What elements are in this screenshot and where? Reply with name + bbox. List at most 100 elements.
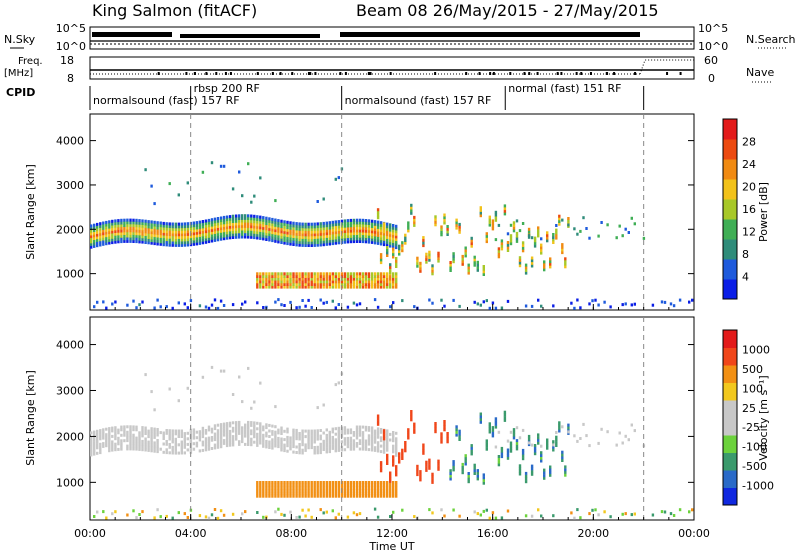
range-gate-cell [283,489,286,493]
range-gate-cell [386,254,389,257]
range-gate-cell [343,489,347,493]
range-gate-cell [395,451,398,454]
range-gate-cell [367,448,371,452]
range-gate-cell [404,233,407,237]
range-gate-cell [331,435,334,439]
range-gate-cell [392,494,395,498]
range-gate-cell [165,305,168,309]
range-gate-cell [373,233,377,237]
range-gate-cell [277,507,280,511]
range-gate-cell [274,441,277,445]
range-gate-cell [527,437,531,441]
range-gate-cell [386,238,389,242]
range-gate-cell [286,226,289,230]
range-gate-cell [171,225,174,229]
range-gate-cell [564,465,567,469]
range-gate-cell [183,225,186,229]
range-gate-cell [395,257,398,260]
range-gate-cell [546,441,549,445]
range-gate-cell [331,489,334,493]
range-gate-cell [283,438,286,442]
range-gate-cell [262,433,265,437]
range-gate-cell [241,222,244,226]
range-gate-cell [241,219,244,223]
range-gate-cell [265,285,268,289]
range-gate-cell [376,483,380,487]
range-gate-cell [458,228,461,232]
range-gate-cell [392,444,395,448]
range-gate-cell [443,213,446,217]
range-gate-cell [316,285,319,289]
range-gate-cell [153,223,156,227]
range-gate-cell [147,233,150,237]
freq-dot [369,72,372,75]
range-gate-cell [467,269,470,272]
range-gate-cell [177,241,180,245]
range-gate-cell [389,285,392,289]
range-gate-cell [555,438,558,442]
range-gate-cell [228,223,232,226]
range-gate-cell [159,240,162,244]
range-gate-cell [156,242,159,246]
range-gate-cell [322,448,325,451]
range-gate-cell [138,240,141,244]
range-gate-cell [271,489,274,493]
range-gate-cell [244,216,247,220]
range-gate-cell [286,486,289,490]
range-gate-cell [286,277,289,281]
range-gate-cell [162,437,165,440]
range-gate-cell [165,243,168,247]
range-gate-cell [222,433,226,437]
range-gate-cell [358,439,362,443]
range-gate-cell [376,422,380,426]
range-gate-cell [340,483,344,487]
range-gate-cell [434,215,437,219]
range-gate-cell [144,233,147,236]
range-gate-cell [150,441,153,444]
range-gate-cell [144,426,147,430]
range-gate-cell [404,239,407,242]
range-gate-cell [367,275,371,278]
range-gate-cell [289,494,292,498]
range-gate-cell [135,229,138,233]
range-gate-cell [99,442,102,446]
range-gate-cell [473,510,476,514]
range-gate-cell [123,218,126,222]
range-gate-cell [422,451,425,455]
range-gate-cell [452,298,455,302]
range-gate-cell [355,218,359,222]
range-gate-cell [310,494,313,498]
range-gate-cell [555,444,558,447]
range-gate-cell [386,275,389,278]
range-gate-cell [304,435,307,439]
range-gate-cell [627,438,630,442]
range-gate-cell [352,492,356,495]
range-gate-cell [316,451,319,455]
range-gate-cell [204,232,208,236]
range-gate-cell [467,474,470,478]
range-gate-cell [117,436,120,440]
range-gate-cell [168,230,171,234]
range-gate-cell [431,301,434,305]
range-gate-cell [108,228,111,232]
range-gate-cell [210,365,214,369]
range-gate-cell [256,481,259,484]
range-gate-cell [165,222,168,226]
range-gate-cell [292,481,295,484]
range-gate-cell [301,451,304,455]
range-gate-cell [250,219,253,223]
range-gate-cell [379,469,383,473]
range-gate-cell [247,432,250,435]
range-gate-cell [521,241,525,245]
range-gate-cell [361,489,365,493]
range-gate-cell [147,432,150,436]
range-gate-cell [503,209,507,213]
range-gate-cell [129,226,132,230]
range-gate-cell [180,230,183,234]
range-gate-cell [470,449,473,453]
range-gate-cell [238,426,241,430]
range-gate-cell [310,222,313,226]
range-gate-cell [588,302,591,306]
range-gate-cell [358,442,362,445]
colorbar-segment [723,382,737,401]
